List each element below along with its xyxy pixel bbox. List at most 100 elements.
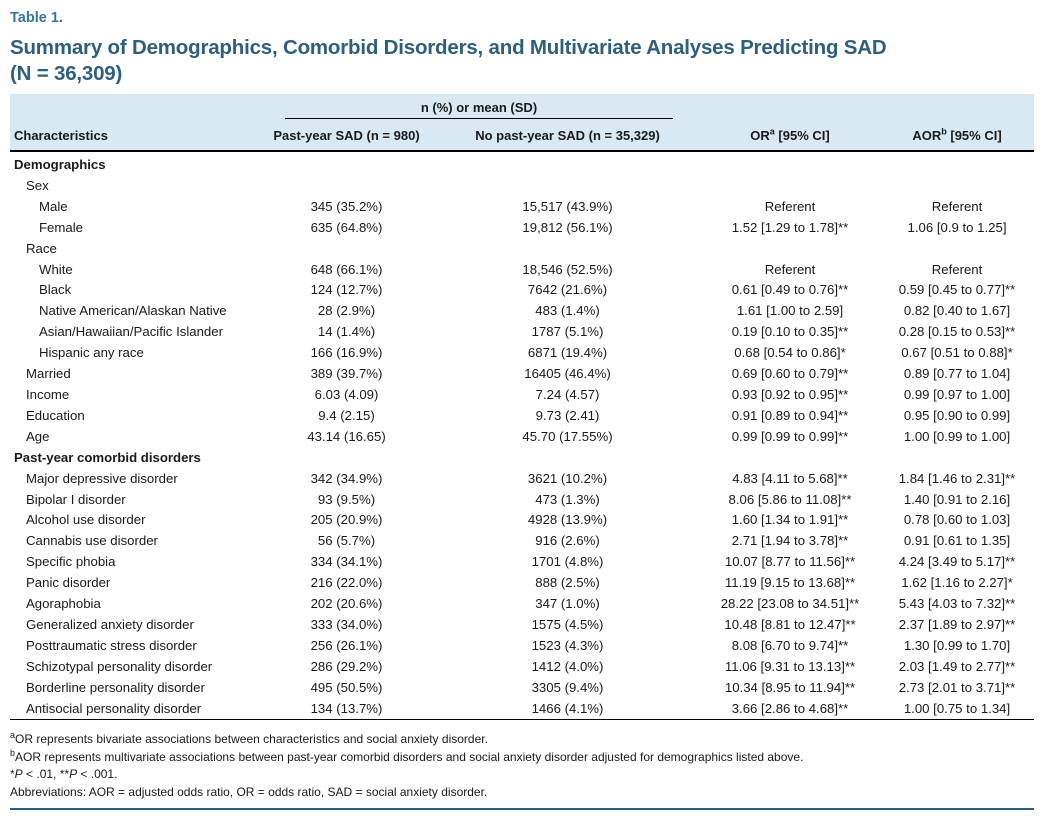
column-header-characteristics: Characteristics	[10, 120, 258, 152]
row-label: Asian/Hawaiian/Pacific Islander	[39, 324, 223, 340]
table-row: Bipolar I disorder 93 (9.5%) 473 (1.3%) …	[10, 490, 1034, 511]
cell-or: 0.69 [0.60 to 0.79]**	[731, 366, 849, 382]
table-row: Specific phobia 334 (34.1%) 1701 (4.8%) …	[10, 552, 1034, 573]
table-row: Alcohol use disorder 205 (20.9%) 4928 (1…	[10, 510, 1034, 531]
cell-or: 11.06 [9.31 to 13.13]**	[724, 658, 856, 674]
row-label: Past-year comorbid disorders	[14, 449, 201, 465]
cell-past-year-sad: 334 (34.1%)	[310, 554, 383, 570]
cell-aor: 0.89 [0.77 to 1.04]	[903, 366, 1011, 382]
cell-aor: 0.95 [0.90 to 0.99]	[903, 407, 1011, 423]
cell-aor	[880, 151, 1034, 176]
row-label: Specific phobia	[26, 554, 116, 570]
cell-past-year-sad	[258, 448, 435, 469]
cell-past-year-sad: 333 (34.0%)	[310, 616, 383, 632]
cell-no-past-year-sad: 347 (1.0%)	[535, 596, 600, 612]
table-row: Schizotypal personality disorder 286 (29…	[10, 657, 1034, 678]
cell-aor: 1.62 [1.16 to 2.27]*	[901, 575, 1013, 591]
footnote-text: AOR represents multivariate associations…	[15, 749, 804, 764]
row-label: Cannabis use disorder	[26, 533, 158, 549]
table-body: Demographics Sex Male 345 (35.2%) 15,517…	[10, 151, 1034, 720]
footnote-text: OR represents bivariate associations bet…	[15, 732, 488, 747]
row-label: Income	[26, 386, 70, 402]
cell-past-year-sad: 93 (9.5%)	[317, 491, 376, 507]
row-label: Education	[26, 407, 85, 423]
cell-no-past-year-sad: 7.24 (4.57)	[535, 386, 600, 402]
cell-aor: 1.40 [0.91 to 2.16]	[903, 491, 1011, 507]
footnote-marker: b	[10, 747, 16, 758]
table-row: Black 124 (12.7%) 7642 (21.6%) 0.61 [0.4…	[10, 280, 1034, 301]
cell-no-past-year-sad: 3621 (10.2%)	[527, 470, 608, 486]
span-header-spacer-left	[10, 94, 258, 120]
row-label: Race	[26, 240, 57, 256]
table-row: Income 6.03 (4.09) 7.24 (4.57) 0.93 [0.9…	[10, 385, 1034, 406]
cell-past-year-sad: 134 (13.7%)	[310, 700, 383, 716]
cell-past-year-sad: 216 (22.0%)	[310, 575, 383, 591]
row-label: White	[39, 261, 73, 277]
cell-past-year-sad: 9.4 (2.15)	[318, 407, 375, 423]
cell-aor: 0.99 [0.97 to 1.00]	[903, 386, 1011, 402]
cell-aor: Referent	[931, 198, 983, 214]
cell-or: 8.06 [5.86 to 11.08]**	[728, 491, 852, 507]
cell-aor: 0.82 [0.40 to 1.67]	[903, 303, 1011, 319]
cell-past-year-sad: 124 (12.7%)	[310, 282, 383, 298]
table-row: Borderline personality disorder 495 (50.…	[10, 678, 1034, 699]
column-header-no-past-year-sad: No past-year SAD (n = 35,329)	[435, 120, 701, 152]
cell-no-past-year-sad	[435, 176, 700, 197]
cell-no-past-year-sad: 6871 (19.4%)	[527, 345, 608, 361]
row-label: Generalized anxiety disorder	[26, 616, 194, 632]
row-label: Married	[26, 366, 71, 382]
cell-or	[700, 448, 880, 469]
cell-aor: Referent	[931, 261, 983, 277]
cell-past-year-sad: 56 (5.7%)	[317, 533, 376, 549]
row-label: Panic disorder	[26, 575, 111, 591]
column-header-row: Characteristics Past-year SAD (n = 980) …	[10, 120, 1035, 152]
table-row: Agoraphobia 202 (20.6%) 347 (1.0%) 28.22…	[10, 594, 1034, 615]
cell-or: 3.66 [2.86 to 4.68]**	[731, 700, 849, 716]
summary-table: n (%) or mean (SD) Characteristics Past-…	[10, 94, 1035, 721]
table-row: Asian/Hawaiian/Pacific Islander 14 (1.4%…	[10, 322, 1034, 343]
cell-no-past-year-sad: 916 (2.6%)	[535, 533, 600, 549]
cell-aor: 1.84 [1.46 to 2.31]**	[898, 470, 1016, 486]
cell-past-year-sad: 345 (35.2%)	[310, 198, 383, 214]
cell-no-past-year-sad: 18,546 (52.5%)	[522, 261, 613, 277]
row-label: Demographics	[14, 157, 106, 172]
cell-past-year-sad: 28 (2.9%)	[317, 303, 376, 319]
cell-or: 11.19 [9.15 to 13.68]**	[724, 575, 856, 591]
row-label: Black	[39, 282, 72, 298]
cell-no-past-year-sad: 1575 (4.5%)	[531, 616, 604, 632]
page-title-line-2: (N = 36,309)	[10, 62, 123, 85]
cell-past-year-sad: 166 (16.9%)	[310, 345, 383, 361]
cell-aor	[880, 448, 1034, 469]
cell-aor	[880, 176, 1034, 197]
cell-past-year-sad: 256 (26.1%)	[310, 637, 383, 653]
cell-no-past-year-sad	[435, 239, 700, 260]
cell-past-year-sad: 635 (64.8%)	[310, 219, 383, 235]
table-row: Education 9.4 (2.15) 9.73 (2.41) 0.91 [0…	[10, 406, 1034, 427]
cell-aor	[880, 239, 1034, 260]
cell-or: Referent	[764, 198, 816, 214]
cell-aor: 0.78 [0.60 to 1.03]	[903, 512, 1011, 528]
cell-past-year-sad	[258, 151, 435, 176]
cell-past-year-sad: 6.03 (4.09)	[314, 386, 379, 402]
row-label: Major depressive disorder	[26, 470, 178, 486]
cell-past-year-sad: 495 (50.5%)	[310, 679, 383, 695]
table-row: Sex	[10, 176, 1034, 197]
cell-or: 0.93 [0.92 to 0.95]**	[731, 386, 849, 402]
cell-no-past-year-sad: 16405 (46.4%)	[524, 366, 611, 382]
table-row: Native American/Alaskan Native 28 (2.9%)…	[10, 301, 1034, 322]
cell-or: 2.71 [1.94 to 3.78]**	[731, 533, 849, 549]
table-row: Posttraumatic stress disorder 256 (26.1%…	[10, 636, 1034, 657]
cell-aor: 0.67 [0.51 to 0.88]*	[901, 345, 1013, 361]
cell-past-year-sad: 205 (20.9%)	[310, 512, 383, 528]
table-row: Generalized anxiety disorder 333 (34.0%)…	[10, 615, 1034, 636]
footnote: *P < .01, **P < .001.	[10, 766, 1034, 784]
cell-or: 0.68 [0.54 to 0.86]*	[734, 345, 846, 361]
cell-no-past-year-sad: 1412 (4.0%)	[531, 658, 604, 674]
cell-or: 4.83 [4.11 to 5.68]**	[732, 470, 848, 486]
cell-no-past-year-sad	[435, 448, 700, 469]
span-header-row: n (%) or mean (SD)	[10, 94, 1035, 120]
cell-past-year-sad: 286 (29.2%)	[310, 658, 383, 674]
column-header-or: ORa [95% CI]	[700, 120, 881, 152]
row-label: Male	[39, 198, 68, 214]
footnote: bAOR represents multivariate association…	[10, 747, 1034, 767]
